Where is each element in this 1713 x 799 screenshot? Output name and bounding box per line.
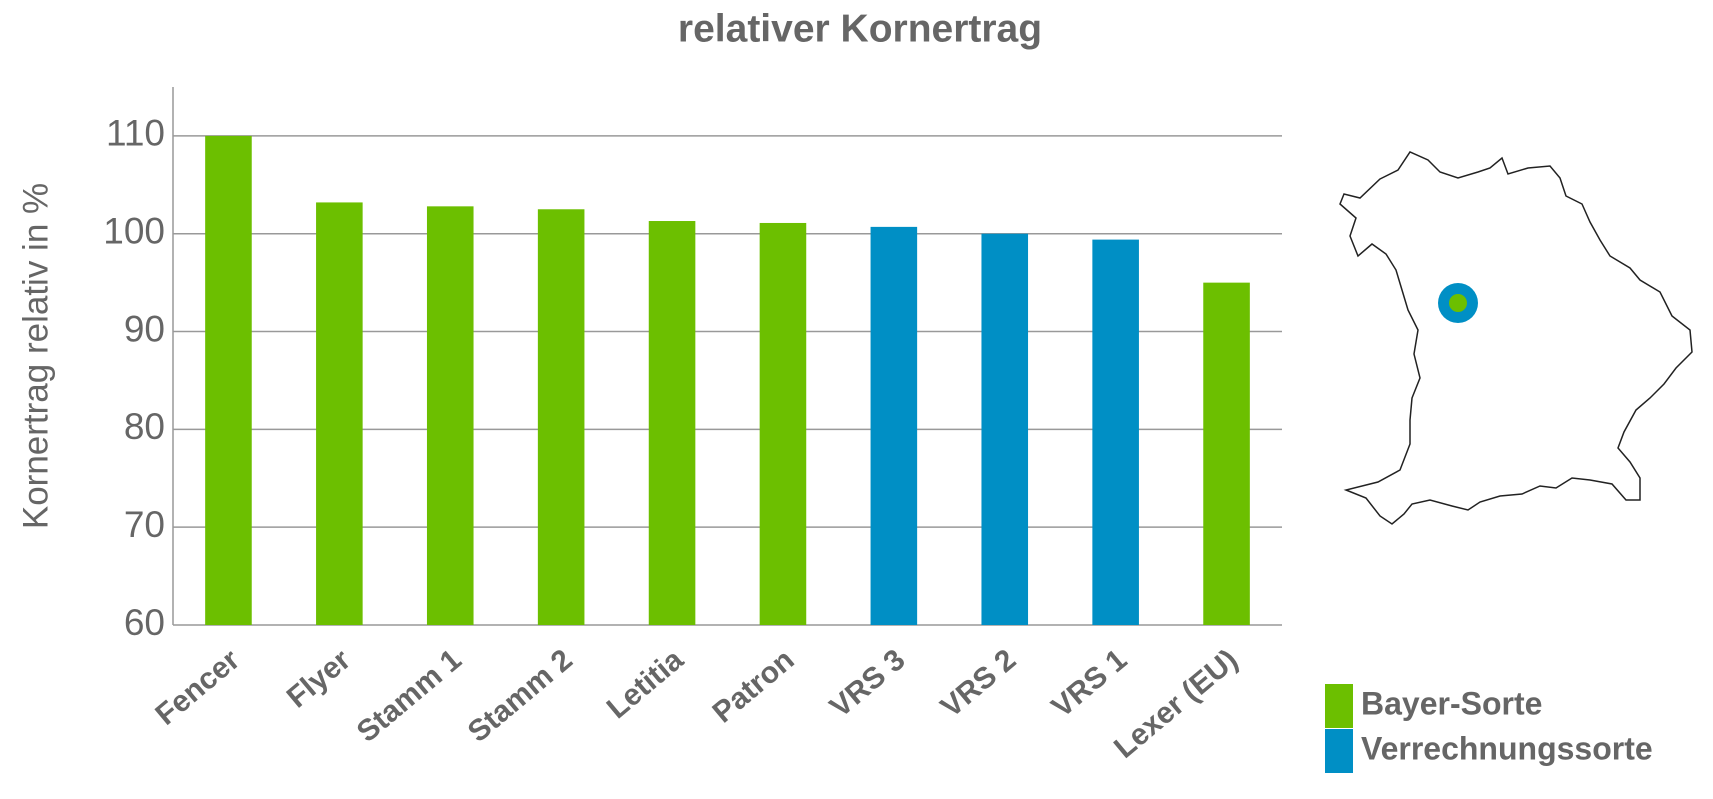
bar [316,202,363,625]
legend-label: Bayer-Sorte [1361,685,1542,721]
y-tick-label: 80 [124,406,165,447]
bar [759,222,807,625]
legend-swatch [1325,729,1353,773]
x-tick-label: Patron [707,643,801,729]
bar [1203,282,1250,625]
y-tick-label: 70 [124,504,165,545]
legend-swatch [1325,684,1353,728]
bar [648,221,696,625]
bar [870,226,918,625]
bar [537,209,585,626]
x-tick-label: VRS 3 [824,643,912,724]
bar [205,135,252,625]
y-tick-label: 100 [103,211,165,252]
y-axis-label: Kornertrag relativ in % [16,183,55,529]
x-tick-label: Lexer (EU) [1108,643,1244,765]
chart-title: relativer Kornertrag [678,7,1042,50]
x-tick-label: Stamm 2 [462,643,579,749]
y-tick-label: 60 [124,602,165,643]
x-tick-label: Fencer [149,643,246,732]
legend-label: Verrechnungssorte [1361,730,1653,766]
x-tick-label: VRS 1 [1046,643,1134,724]
x-tick-label: Letitia [601,643,690,725]
bar [981,233,1029,625]
x-tick-label: Stamm 1 [351,643,468,749]
bar [1092,239,1139,625]
y-tick-label: 90 [124,308,165,349]
map [1339,151,1693,525]
y-tick-label: 110 [106,113,165,154]
bar [426,206,474,625]
x-tick-label: VRS 2 [935,643,1023,724]
x-tick-label: Flyer [281,643,357,715]
